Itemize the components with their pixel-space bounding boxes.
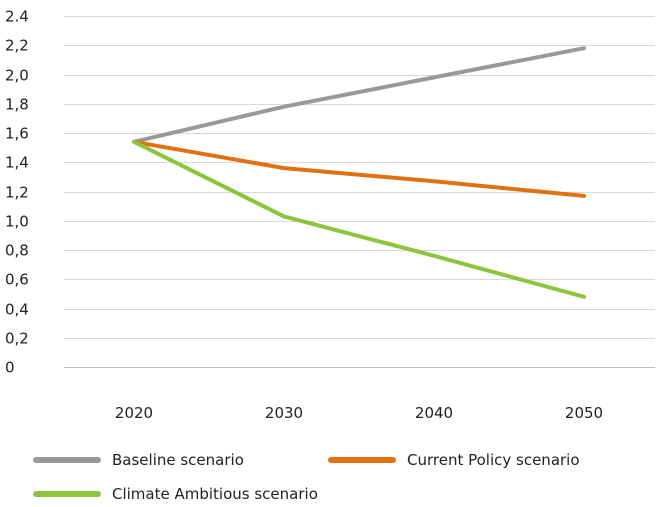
x-axis-tick-labels: 2020 2030 2040 2050 (115, 404, 603, 422)
legend-label: Baseline scenario (112, 451, 244, 469)
x-tick-label: 2030 (265, 404, 303, 422)
series-line (132, 139, 586, 299)
y-tick-label: 1,0 (5, 213, 29, 231)
y-axis-tick-labels: 0 0,2 0,4 0,6 0,8 1,0 1,2 1,4 1,6 1,8 2,0 2,2 2.4 (5, 8, 29, 377)
y-tick-label: 0,6 (5, 271, 29, 289)
x-tick-label: 2040 (415, 404, 453, 422)
series-line (132, 139, 586, 198)
gridlines (64, 16, 655, 368)
y-tick-label: 0,4 (5, 301, 29, 319)
x-tick-label: 2020 (115, 404, 153, 422)
y-tick-label: 0,8 (5, 242, 29, 260)
x-tick-label: 2050 (565, 404, 603, 422)
y-tick-label: 1,4 (5, 154, 29, 172)
legend-label: Current Policy scenario (407, 451, 580, 469)
legend-label: Climate Ambitious scenario (112, 485, 318, 503)
y-tick-label: 1,8 (5, 96, 29, 114)
series-lines (132, 46, 586, 299)
y-tick-label: 1,6 (5, 125, 29, 143)
y-tick-label: 2,0 (5, 67, 29, 85)
legend: Baseline scenario Current Policy scenario… (33, 451, 580, 503)
y-tick-label: 0,2 (5, 330, 29, 348)
y-tick-label: 2.4 (5, 8, 29, 26)
y-tick-label: 2,2 (5, 37, 29, 55)
series-line (132, 46, 586, 144)
y-tick-label: 1,2 (5, 184, 29, 202)
y-tick-label: 0 (5, 359, 15, 377)
